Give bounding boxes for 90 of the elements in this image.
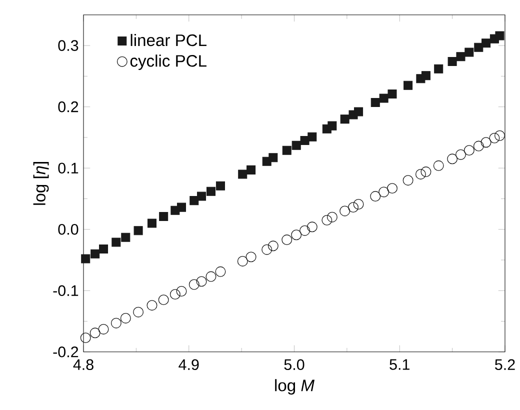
point bbox=[434, 64, 444, 74]
point bbox=[146, 300, 158, 311]
y-tick-label: 0.3 bbox=[58, 40, 78, 52]
point bbox=[370, 191, 381, 202]
point bbox=[340, 114, 350, 124]
point bbox=[196, 276, 207, 287]
point bbox=[120, 313, 131, 324]
point bbox=[447, 154, 458, 164]
point bbox=[158, 294, 169, 306]
x-axis-title: log M bbox=[275, 379, 315, 395]
point bbox=[99, 244, 108, 254]
x-tick-label: 5.2 bbox=[495, 359, 515, 370]
point bbox=[98, 324, 109, 335]
point bbox=[80, 332, 91, 344]
point bbox=[378, 186, 390, 198]
point bbox=[134, 226, 143, 236]
point bbox=[340, 206, 350, 216]
point bbox=[81, 254, 90, 264]
point bbox=[133, 307, 144, 318]
point bbox=[197, 192, 206, 202]
point bbox=[456, 52, 466, 62]
x-tick-label: 5.0 bbox=[284, 359, 304, 370]
point bbox=[404, 81, 413, 90]
point bbox=[489, 133, 500, 144]
point bbox=[268, 240, 278, 252]
point bbox=[415, 169, 426, 180]
point bbox=[421, 71, 430, 80]
point bbox=[206, 187, 216, 196]
point bbox=[379, 94, 388, 103]
point bbox=[90, 328, 100, 338]
point bbox=[456, 150, 466, 160]
point bbox=[159, 212, 168, 222]
point bbox=[215, 266, 226, 278]
point bbox=[190, 196, 199, 206]
point bbox=[176, 286, 187, 297]
y-tick-label: 0.1 bbox=[58, 162, 78, 174]
point bbox=[176, 203, 186, 212]
point bbox=[474, 43, 484, 52]
point bbox=[328, 122, 337, 131]
point bbox=[262, 244, 272, 256]
point bbox=[326, 212, 338, 223]
y-tick-label: -0.2 bbox=[53, 346, 78, 358]
y-tick-label: 0.2 bbox=[58, 102, 78, 112]
point bbox=[433, 160, 444, 172]
point bbox=[353, 199, 364, 210]
point bbox=[237, 256, 248, 267]
point bbox=[188, 279, 200, 290]
point bbox=[90, 250, 100, 259]
point bbox=[387, 183, 398, 194]
point bbox=[473, 141, 484, 152]
legend-label: linear PCL bbox=[130, 34, 206, 46]
y-tick-label: -0.1 bbox=[53, 285, 78, 296]
point bbox=[354, 107, 364, 116]
point bbox=[110, 318, 122, 329]
point bbox=[448, 57, 457, 66]
point bbox=[348, 202, 358, 213]
point bbox=[494, 130, 505, 142]
point bbox=[238, 170, 248, 179]
point bbox=[246, 166, 256, 175]
point bbox=[300, 226, 310, 236]
point bbox=[112, 238, 121, 247]
point bbox=[482, 38, 491, 48]
point bbox=[121, 233, 130, 242]
point bbox=[388, 90, 397, 99]
y-axis-title: log [η] bbox=[33, 162, 49, 206]
point bbox=[291, 230, 302, 240]
point bbox=[464, 145, 474, 156]
point bbox=[216, 182, 225, 191]
point bbox=[306, 222, 318, 232]
point bbox=[292, 141, 301, 150]
y-tick-label: 0.0 bbox=[58, 224, 78, 235]
point bbox=[322, 215, 332, 226]
point bbox=[370, 98, 380, 108]
point bbox=[246, 252, 256, 262]
point bbox=[480, 137, 492, 148]
point bbox=[464, 48, 474, 58]
x-tick-label: 4.9 bbox=[178, 359, 199, 370]
point bbox=[206, 272, 216, 282]
point bbox=[495, 31, 504, 40]
x-tick-label: 5.1 bbox=[390, 359, 410, 370]
legend-label: cyclic PCL bbox=[130, 54, 206, 70]
point bbox=[308, 132, 317, 142]
point bbox=[282, 146, 292, 156]
point bbox=[420, 166, 432, 178]
point bbox=[268, 153, 278, 162]
x-tick-label: 4.8 bbox=[73, 359, 94, 370]
point bbox=[170, 289, 180, 300]
point bbox=[402, 175, 414, 186]
point bbox=[282, 234, 292, 246]
point bbox=[147, 218, 156, 228]
